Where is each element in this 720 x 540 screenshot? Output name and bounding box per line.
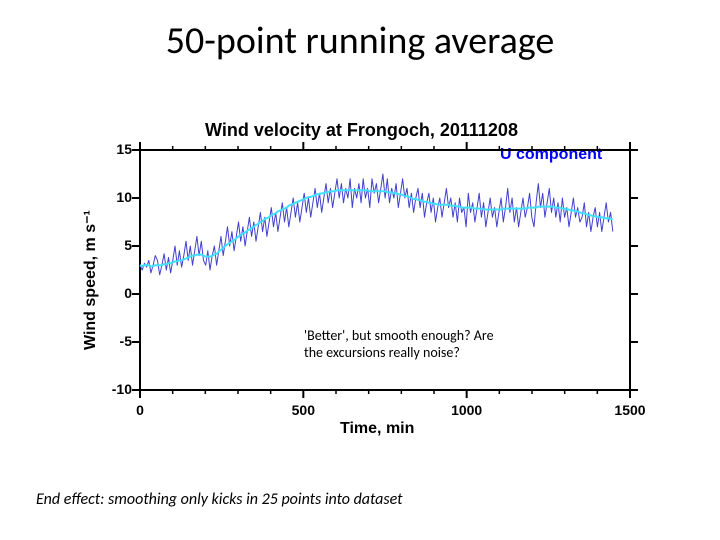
x-axis-label: Time, min [340, 420, 414, 438]
x-tick-label: 0 [120, 402, 160, 418]
x-tick-label: 500 [283, 402, 323, 418]
y-tick-label: -5 [102, 333, 132, 349]
footer-note: End effect: smoothing only kicks in 25 p… [36, 490, 403, 509]
x-tick-label: 1000 [447, 402, 487, 418]
x-tick-label: 1500 [610, 402, 650, 418]
y-tick-label: -10 [102, 381, 132, 397]
slide: 50-point running average Wind velocity a… [0, 0, 720, 540]
annotation-line-2: the excursions really noise? [304, 345, 534, 362]
chart-title: Wind velocity at Frongoch, 20111208 [205, 120, 518, 141]
y-tick-label: 15 [102, 141, 132, 157]
chart-annotation: 'Better', but smooth enough? Are the exc… [300, 326, 538, 364]
y-tick-label: 5 [102, 237, 132, 253]
y-tick-label: 0 [102, 285, 132, 301]
slide-title: 50-point running average [0, 18, 720, 64]
y-tick-label: 10 [102, 189, 132, 205]
y-axis-label: Wind speed, m s⁻¹ [80, 210, 100, 350]
annotation-line-1: 'Better', but smooth enough? Are [304, 328, 534, 345]
chart-plot [100, 140, 640, 440]
chart-container: Wind velocity at Frongoch, 20111208 U co… [100, 140, 640, 440]
